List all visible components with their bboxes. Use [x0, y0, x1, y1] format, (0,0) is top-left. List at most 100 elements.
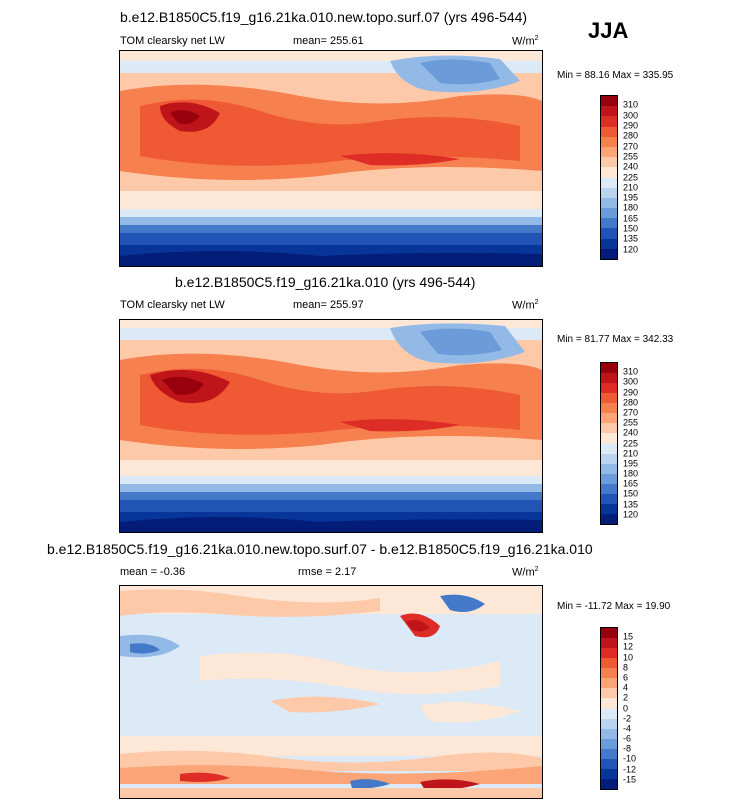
- colorbar-cell: [601, 513, 617, 524]
- colorbar-cell: [601, 116, 617, 127]
- colorbar-cell: [601, 668, 617, 679]
- colorbar-cell: [601, 758, 617, 769]
- colorbar-tick-label: -10: [623, 753, 637, 764]
- panel-2-variable-label: TOM clearsky net LW: [120, 299, 225, 311]
- colorbar-cell: [601, 146, 617, 158]
- colorbar-tick-label: 270: [623, 407, 639, 418]
- panel-1-title: b.e12.B1850C5.f19_g16.21ka.010.new.topo.…: [120, 9, 528, 25]
- colorbar-cell: [601, 403, 617, 414]
- colorbar-tick-label: 120: [623, 509, 639, 520]
- colorbar-tick-label: 290: [623, 120, 639, 131]
- colorbar-cell: [601, 768, 617, 779]
- panel-3-colorbar-labels: 15 12 10 8 6 4 2 0 -2 -4 -6 -8 -10 -12 -15: [623, 627, 663, 790]
- colorbar-tick-label: 150: [623, 223, 639, 234]
- colorbar-tick-label: -2: [623, 713, 632, 724]
- colorbar-tick-label: 310: [623, 366, 639, 377]
- colorbar-tick-label: 135: [623, 499, 639, 510]
- panel-2-title: b.e12.B1850C5.f19_g16.21ka.010 (yrs 496-…: [175, 274, 476, 290]
- colorbar-tick-label: 165: [623, 478, 639, 489]
- season-label: JJA: [588, 18, 629, 43]
- panel-3-colorbar: [600, 627, 618, 790]
- panel-3-minmax: Min = -11.72 Max = 19.90: [557, 601, 671, 612]
- colorbar-tick-label: 240: [623, 161, 639, 172]
- panel-2-map-field: [120, 320, 542, 532]
- panel-2-colorbar-labels: 310 300 290 280 270 255 240 225 210 195 180 165 150 1…: [623, 362, 663, 525]
- colorbar-cell: [601, 167, 617, 178]
- colorbar-tick-label: 270: [623, 141, 639, 152]
- colorbar-cell: [601, 363, 617, 374]
- colorbar-tick-label: 240: [623, 427, 639, 438]
- colorbar-tick-label: -15: [623, 774, 637, 785]
- colorbar-tick-label: 0: [623, 703, 629, 713]
- colorbar-cell: [601, 187, 617, 198]
- colorbar-cell: [601, 678, 617, 689]
- colorbar-tick-label: 195: [623, 458, 639, 469]
- colorbar-cell: [601, 778, 617, 789]
- colorbar-tick-label: 210: [623, 182, 639, 193]
- panel-1-mean: mean= 255.61: [293, 35, 364, 47]
- colorbar-cell: [601, 413, 617, 424]
- panel-2-mean: mean= 255.97: [293, 299, 364, 311]
- colorbar-tick-label: 195: [623, 192, 639, 203]
- colorbar-cell: [601, 463, 617, 474]
- colorbar-tick-label: 12: [623, 641, 634, 652]
- colorbar-cell: [601, 106, 617, 117]
- panel-2-map: [119, 319, 543, 533]
- colorbar-tick-label: 180: [623, 202, 639, 213]
- colorbar-tick-label: 280: [623, 130, 639, 141]
- colorbar-cell: [601, 228, 617, 239]
- colorbar-tick-label: 6: [623, 672, 629, 683]
- colorbar-cell: [601, 698, 617, 709]
- colorbar-tick-label: -8: [623, 743, 632, 754]
- colorbar-cell: [601, 738, 617, 749]
- colorbar-cell: [601, 177, 617, 188]
- colorbar-tick-label: 120: [623, 244, 639, 255]
- colorbar-tick-label: 225: [623, 438, 639, 448]
- colorbar-tick-label: -6: [623, 733, 632, 744]
- colorbar-cell: [601, 373, 617, 384]
- colorbar-tick-label: 255: [623, 151, 639, 162]
- colorbar-cell: [601, 443, 617, 454]
- colorbar-cell: [601, 628, 617, 639]
- panel-3-units: W/m2: [512, 566, 539, 579]
- colorbar-tick-label: 15: [623, 631, 634, 642]
- panel-2-units: W/m2: [512, 299, 539, 312]
- colorbar-cell: [601, 748, 617, 759]
- colorbar-tick-label: 255: [623, 417, 639, 428]
- colorbar-tick-label: 300: [623, 376, 639, 387]
- colorbar-cell: [601, 423, 617, 434]
- colorbar-cell: [601, 218, 617, 229]
- colorbar-cell: [601, 126, 617, 137]
- colorbar-tick-label: 290: [623, 387, 639, 398]
- colorbar-tick-label: 150: [623, 488, 639, 499]
- colorbar-tick-label: 135: [623, 233, 639, 244]
- colorbar-cell: [601, 96, 617, 107]
- colorbar-cell: [601, 433, 617, 444]
- panel-3-rmse: rmse = 2.17: [298, 566, 357, 578]
- panel-3-mean: mean = -0.36: [120, 566, 186, 578]
- colorbar-cell: [601, 157, 617, 168]
- colorbar-tick-label: 4: [623, 682, 629, 693]
- panel-1-units: W/m2: [512, 35, 539, 48]
- colorbar-cell: [601, 493, 617, 504]
- colorbar-tick-label: 2: [623, 692, 629, 703]
- colorbar-cell: [601, 728, 617, 739]
- panel-1-colorbar-labels: 310 300 290 280 270 255 240 225 210 195 180 165 150 1…: [623, 95, 663, 260]
- panel-1-variable-label: TOM clearsky net LW: [120, 35, 225, 47]
- panel-1-minmax: Min = 88.16 Max = 335.95: [557, 70, 674, 81]
- colorbar-cell: [601, 688, 617, 699]
- colorbar-tick-label: 165: [623, 213, 639, 224]
- colorbar-cell: [601, 248, 617, 259]
- colorbar-tick-label: 180: [623, 468, 639, 479]
- colorbar-tick-label: -12: [623, 764, 637, 775]
- colorbar-tick-label: 210: [623, 448, 639, 459]
- panel-3-map: [119, 585, 543, 799]
- colorbar-cell: [601, 708, 617, 719]
- colorbar-tick-label: 225: [623, 172, 639, 182]
- colorbar-cell: [601, 638, 617, 649]
- colorbar-cell: [601, 658, 617, 669]
- colorbar-cell: [601, 238, 617, 249]
- colorbar-cell: [601, 483, 617, 494]
- panel-2-colorbar: [600, 362, 618, 525]
- colorbar-cell: [601, 383, 617, 394]
